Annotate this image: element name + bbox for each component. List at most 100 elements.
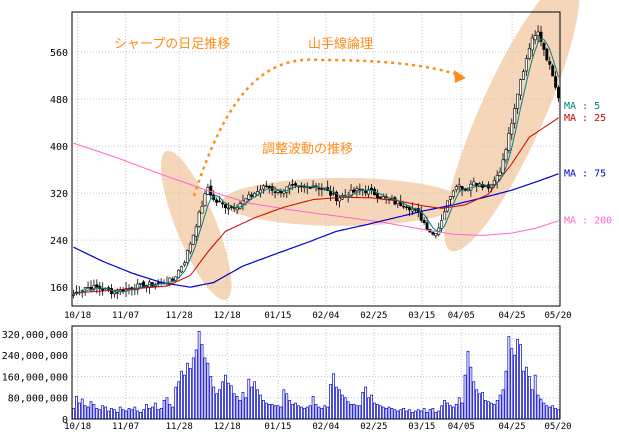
- candle: [472, 177, 476, 186]
- candle: [215, 197, 219, 206]
- volume-bar: [370, 394, 373, 420]
- price-y-tick-label: 480: [50, 95, 68, 106]
- volume-bar: [171, 406, 175, 420]
- volume-bar: [431, 408, 435, 420]
- volume-bar: [487, 401, 490, 420]
- volume-bar: [247, 378, 251, 420]
- volume-bar: [422, 408, 426, 420]
- volume-bar: [475, 389, 479, 420]
- price-y-tick-label: 240: [50, 236, 68, 247]
- price-y-tick-label: 160: [50, 283, 68, 294]
- volume-bar: [352, 404, 356, 420]
- volume-bar: [355, 405, 359, 420]
- volume-bar: [434, 412, 438, 420]
- volume-bar: [358, 405, 362, 420]
- volume-bar: [110, 408, 113, 420]
- volume-bar: [72, 408, 75, 420]
- volume-bar: [545, 405, 549, 420]
- volume-bar: [83, 405, 87, 420]
- volume-bar: [516, 338, 520, 420]
- volume-y-tick-label: 160,000,000: [2, 372, 68, 383]
- volume-bar: [411, 412, 414, 420]
- theory-arrow: [192, 58, 466, 197]
- candle: [533, 30, 537, 45]
- volume-bar: [150, 406, 154, 420]
- volume-x-tick-label: 11/07: [112, 422, 139, 432]
- volume-bar: [498, 394, 502, 420]
- candle: [504, 147, 508, 164]
- volume-bar: [148, 408, 151, 420]
- volume-bar: [270, 404, 274, 420]
- candle: [200, 200, 204, 214]
- volume-bar: [294, 402, 297, 420]
- candle: [522, 69, 525, 80]
- theory-arrow-path: [192, 58, 463, 197]
- volume-bar: [107, 410, 110, 420]
- volume-bar: [408, 409, 411, 420]
- volume-x-tick-label: 10/18: [64, 422, 91, 432]
- volume-bar: [489, 402, 493, 420]
- candle: [130, 286, 134, 296]
- volume-bar: [466, 350, 470, 420]
- ma-label: MA : 5: [564, 101, 600, 112]
- volume-bar: [302, 408, 306, 420]
- volume-bar: [557, 409, 560, 420]
- candle: [191, 234, 195, 246]
- volume-bar: [183, 374, 186, 420]
- candle: [454, 184, 458, 193]
- volume-bar: [142, 409, 145, 420]
- candle: [548, 56, 552, 70]
- volume-bar: [145, 404, 148, 420]
- volume-bar: [457, 397, 461, 420]
- candle: [352, 186, 356, 194]
- candle: [451, 189, 455, 200]
- candle: [457, 177, 461, 192]
- volume-bar: [259, 394, 262, 420]
- volume-bar: [454, 404, 458, 420]
- volume-bar: [548, 406, 552, 420]
- volume-x-tick-label: 02/04: [312, 422, 339, 432]
- volume-bar: [206, 362, 210, 420]
- highlight-zones: [160, 0, 580, 300]
- price-x-tick-label: 10/18: [64, 311, 91, 321]
- volume-bar: [80, 398, 84, 420]
- volume-bar: [177, 381, 181, 420]
- candle: [203, 190, 207, 207]
- candle: [279, 188, 283, 198]
- ma5-line: [73, 38, 559, 295]
- volume-bar: [264, 402, 268, 420]
- moving-average-lines: [73, 38, 559, 295]
- volume-bar: [513, 354, 517, 420]
- price-x-tick-label: 11/07: [112, 311, 139, 321]
- volume-bar: [446, 402, 449, 420]
- volume-bar: [428, 409, 432, 420]
- candle: [98, 282, 102, 296]
- candle: [405, 205, 409, 211]
- volume-bar: [525, 366, 528, 420]
- volume-bar: [340, 394, 344, 420]
- volume-bar: [226, 382, 230, 420]
- volume-bar: [256, 389, 259, 420]
- volume-bar: [481, 392, 484, 420]
- volume-bar: [98, 409, 102, 420]
- volume-bar: [297, 405, 300, 420]
- volume-bar: [484, 400, 487, 420]
- volume-bar: [194, 349, 198, 420]
- volume-bar: [364, 386, 368, 420]
- volume-bar: [168, 404, 172, 420]
- annotation-theory: 山手線論理: [308, 36, 373, 52]
- volume-bar: [285, 393, 289, 420]
- candle: [302, 183, 306, 193]
- volume-bar: [174, 386, 178, 420]
- price-x-tick-label: 01/15: [264, 311, 291, 321]
- candle: [317, 183, 321, 197]
- volume-bar: [300, 406, 303, 420]
- volume-bar: [492, 404, 496, 420]
- volume-bar: [332, 373, 335, 420]
- volume-bar: [451, 406, 455, 420]
- volume-bar: [75, 396, 78, 420]
- candle: [510, 118, 514, 140]
- volume-bar: [115, 412, 119, 420]
- candle: [185, 249, 189, 267]
